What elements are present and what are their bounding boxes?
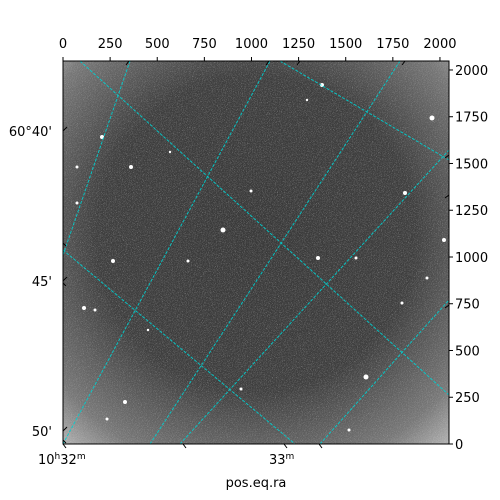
ra-tick-label-32m: 10h32m bbox=[38, 452, 86, 468]
point-source bbox=[429, 115, 435, 121]
point-source bbox=[75, 165, 79, 169]
top-tick-label: 1500 bbox=[329, 37, 362, 52]
star-layer bbox=[75, 83, 446, 432]
grid-line bbox=[179, 149, 449, 444]
point-source bbox=[146, 328, 150, 332]
right-tick-label: 1750 bbox=[455, 111, 488, 126]
point-source bbox=[363, 374, 369, 380]
right-pixel-axis: 0 250 500 750 1000 1250 1500 1750 2000 bbox=[449, 64, 488, 453]
grid-line bbox=[319, 299, 449, 444]
bottom-ra-axis bbox=[62, 60, 450, 449]
right-tick-label: 2000 bbox=[455, 64, 488, 79]
right-tick-label: 500 bbox=[455, 344, 480, 359]
world-tick bbox=[401, 60, 406, 66]
point-source bbox=[75, 201, 79, 205]
top-tick-label: 1750 bbox=[376, 37, 409, 52]
right-tick-label: 1500 bbox=[455, 157, 488, 172]
top-tick-label: 500 bbox=[145, 37, 170, 52]
world-tick bbox=[444, 304, 450, 309]
point-source bbox=[305, 98, 309, 102]
point-source bbox=[316, 256, 320, 260]
world-tick bbox=[444, 194, 450, 199]
dec-tick-label: 45' bbox=[32, 275, 52, 290]
world-tick bbox=[444, 154, 450, 159]
grid-line bbox=[63, 61, 271, 444]
plot-frame bbox=[62, 60, 450, 445]
grid-line bbox=[279, 61, 449, 161]
sky-image bbox=[63, 61, 449, 444]
point-source bbox=[220, 227, 226, 233]
point-source bbox=[168, 150, 172, 154]
point-source bbox=[129, 165, 133, 169]
point-source bbox=[442, 238, 446, 242]
ra-tick-label-33m: 33m bbox=[269, 452, 294, 468]
coordinate-grid bbox=[63, 61, 449, 444]
point-source bbox=[425, 276, 429, 280]
point-source bbox=[403, 191, 407, 195]
point-source bbox=[186, 259, 190, 263]
grid-line bbox=[63, 61, 131, 256]
top-tick-label: 0 bbox=[59, 37, 67, 52]
dec-minor-tick bbox=[62, 282, 67, 287]
point-source bbox=[111, 259, 115, 263]
right-tick-label: 250 bbox=[455, 391, 480, 406]
top-tick-label: 1250 bbox=[282, 37, 315, 52]
top-tick-label: 2000 bbox=[423, 37, 456, 52]
point-source bbox=[93, 308, 97, 312]
right-tick-label: 1250 bbox=[455, 204, 488, 219]
ra-tick bbox=[283, 443, 288, 449]
world-tick bbox=[125, 60, 130, 66]
top-tick-label: 750 bbox=[192, 37, 217, 52]
top-pixel-axis: 0 250 500 750 1000 1250 1500 1750 2000 bbox=[59, 37, 457, 61]
point-source bbox=[347, 428, 351, 432]
dec-minor-tick bbox=[62, 439, 67, 444]
right-tick-label: 1000 bbox=[455, 251, 488, 266]
top-tick-label: 250 bbox=[98, 37, 123, 52]
point-source bbox=[239, 387, 243, 391]
dec-tick-label: 50' bbox=[32, 425, 52, 440]
point-source bbox=[82, 306, 86, 310]
grid-line bbox=[63, 249, 296, 444]
left-dec-axis: 60°40' 45' 50' bbox=[9, 125, 68, 444]
dec-tick bbox=[62, 126, 68, 132]
dec-tick bbox=[62, 276, 68, 282]
dec-tick bbox=[62, 426, 68, 432]
top-tick-label: 1000 bbox=[235, 37, 268, 52]
right-tick-label: 750 bbox=[455, 298, 480, 313]
x-axis-label: pos.eq.ra bbox=[226, 476, 287, 491]
point-source bbox=[354, 256, 358, 260]
point-source bbox=[400, 301, 404, 305]
ra-tick bbox=[318, 443, 323, 449]
ra-tick bbox=[182, 443, 187, 449]
dec-tick-label: 60°40' bbox=[9, 125, 52, 140]
world-tick bbox=[296, 60, 301, 66]
world-tick bbox=[265, 60, 270, 66]
point-source bbox=[105, 417, 109, 421]
image-panel bbox=[63, 61, 449, 444]
point-source bbox=[123, 400, 127, 404]
dec-minor-tick bbox=[62, 242, 67, 247]
point-source bbox=[249, 189, 253, 193]
ra-tick bbox=[62, 443, 67, 449]
grid-line bbox=[79, 61, 449, 396]
right-tick-label: 0 bbox=[455, 438, 463, 453]
